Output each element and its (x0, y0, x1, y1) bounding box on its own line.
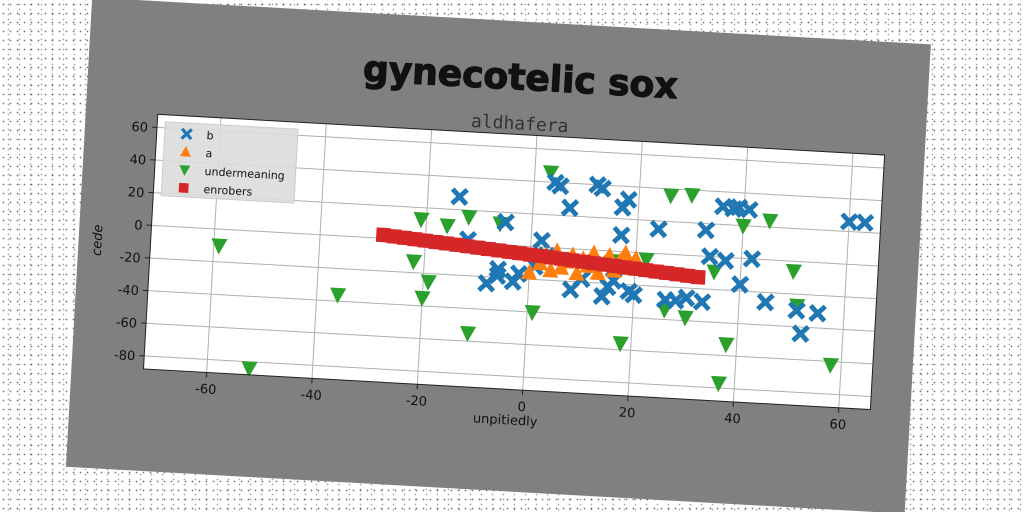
data-point-undermeaning (762, 213, 779, 230)
data-point-b (488, 259, 508, 279)
data-point-undermeaning (663, 188, 680, 205)
data-point-undermeaning (612, 336, 629, 353)
data-point-undermeaning (710, 375, 728, 393)
legend-box (160, 121, 299, 204)
x-tick-label: -40 (300, 388, 322, 404)
data-point-b (551, 176, 570, 196)
data-point-b (649, 219, 668, 239)
legend-label-b: b (206, 129, 214, 142)
y-tick-label: -20 (119, 250, 141, 266)
data-point-undermeaning (718, 337, 735, 354)
series-enrobers (375, 227, 706, 285)
legend-marker-undermeaning (179, 165, 191, 176)
data-point-undermeaning (461, 209, 478, 226)
y-tick-label: -60 (115, 316, 137, 332)
data-point-b (855, 213, 875, 232)
data-point-b (756, 292, 775, 312)
x-gridline (311, 123, 327, 379)
x-tick-label: 40 (724, 411, 741, 427)
data-point-undermeaning (785, 263, 803, 281)
y-tick-label: 40 (129, 153, 146, 169)
data-point-undermeaning (735, 218, 752, 235)
x-gridline (838, 153, 854, 408)
data-point-undermeaning (439, 218, 456, 235)
data-point-b (787, 301, 806, 320)
data-point-b (730, 275, 750, 294)
data-point-undermeaning (241, 361, 258, 378)
x-gridline (416, 129, 433, 385)
legend-label-a: a (205, 147, 212, 160)
x-gridline (732, 147, 749, 402)
y-axis-label: cede (90, 224, 107, 256)
data-point-b (692, 292, 712, 312)
data-layer (211, 165, 875, 393)
y-gridline (144, 355, 872, 398)
x-tick-label: 60 (829, 417, 846, 433)
data-point-undermeaning (420, 274, 437, 291)
legend-marker-enrobers (178, 182, 189, 193)
data-point-enrobers (690, 269, 706, 285)
data-point-b (560, 198, 580, 218)
data-point-b (450, 187, 469, 206)
data-point-undermeaning (638, 252, 655, 269)
data-point-undermeaning (543, 165, 560, 182)
y-tick-label: 60 (131, 120, 148, 136)
data-point-undermeaning (677, 310, 694, 327)
axes: -60 -40 -20 0 20 40 60 -80 -60 -40 -20 0 20 40 60 (114, 120, 847, 433)
data-point-b (791, 324, 810, 343)
data-point-b (619, 190, 638, 209)
data-point-b (593, 179, 612, 198)
data-point-undermeaning (822, 357, 840, 374)
data-point-undermeaning (211, 238, 228, 255)
data-point-undermeaning (524, 304, 541, 322)
y-tick-label: -80 (114, 348, 136, 364)
plot-frame (142, 113, 886, 411)
data-point-a (589, 264, 606, 281)
legend-label-enrobers: enrobers (203, 183, 253, 199)
data-point-b (624, 285, 644, 305)
data-point-undermeaning (414, 290, 431, 307)
data-point-b (716, 251, 735, 270)
data-point-undermeaning (789, 298, 806, 315)
x-axis-label: unpitiedly (472, 411, 538, 430)
data-point-a (568, 264, 585, 281)
y-tick-label: -40 (117, 283, 139, 299)
x-tick-label: 0 (517, 400, 526, 415)
x-tick-label: 20 (618, 406, 635, 422)
data-point-b (611, 225, 631, 245)
data-point-b (677, 288, 696, 308)
data-point-b (496, 212, 515, 232)
data-point-b (808, 304, 827, 323)
data-point-undermeaning (405, 254, 423, 271)
y-gridline (146, 322, 873, 365)
data-point-a (520, 263, 538, 280)
data-point-undermeaning (413, 211, 430, 229)
data-point-b (839, 212, 859, 232)
data-point-undermeaning (684, 187, 701, 204)
y-gridline (147, 290, 875, 332)
y-tick-label: 20 (127, 185, 144, 201)
y-tick-label: 0 (134, 218, 143, 233)
legend-label-undermeaning: undermeaning (204, 165, 285, 182)
data-point-b (740, 200, 759, 219)
series-b (450, 173, 875, 343)
data-point-b (696, 220, 716, 240)
data-point-undermeaning (460, 325, 477, 343)
data-point-undermeaning (330, 287, 347, 304)
data-point-b (700, 247, 720, 266)
legend-marker-b (180, 127, 193, 141)
data-point-b (532, 231, 551, 250)
data-point-b (742, 249, 762, 269)
x-tick-label: -20 (405, 394, 427, 410)
plot-area (143, 114, 885, 410)
data-point-b (592, 287, 612, 306)
x-tick-label: -60 (195, 382, 217, 398)
data-point-a (617, 244, 634, 261)
legend-marker-a (180, 145, 191, 157)
